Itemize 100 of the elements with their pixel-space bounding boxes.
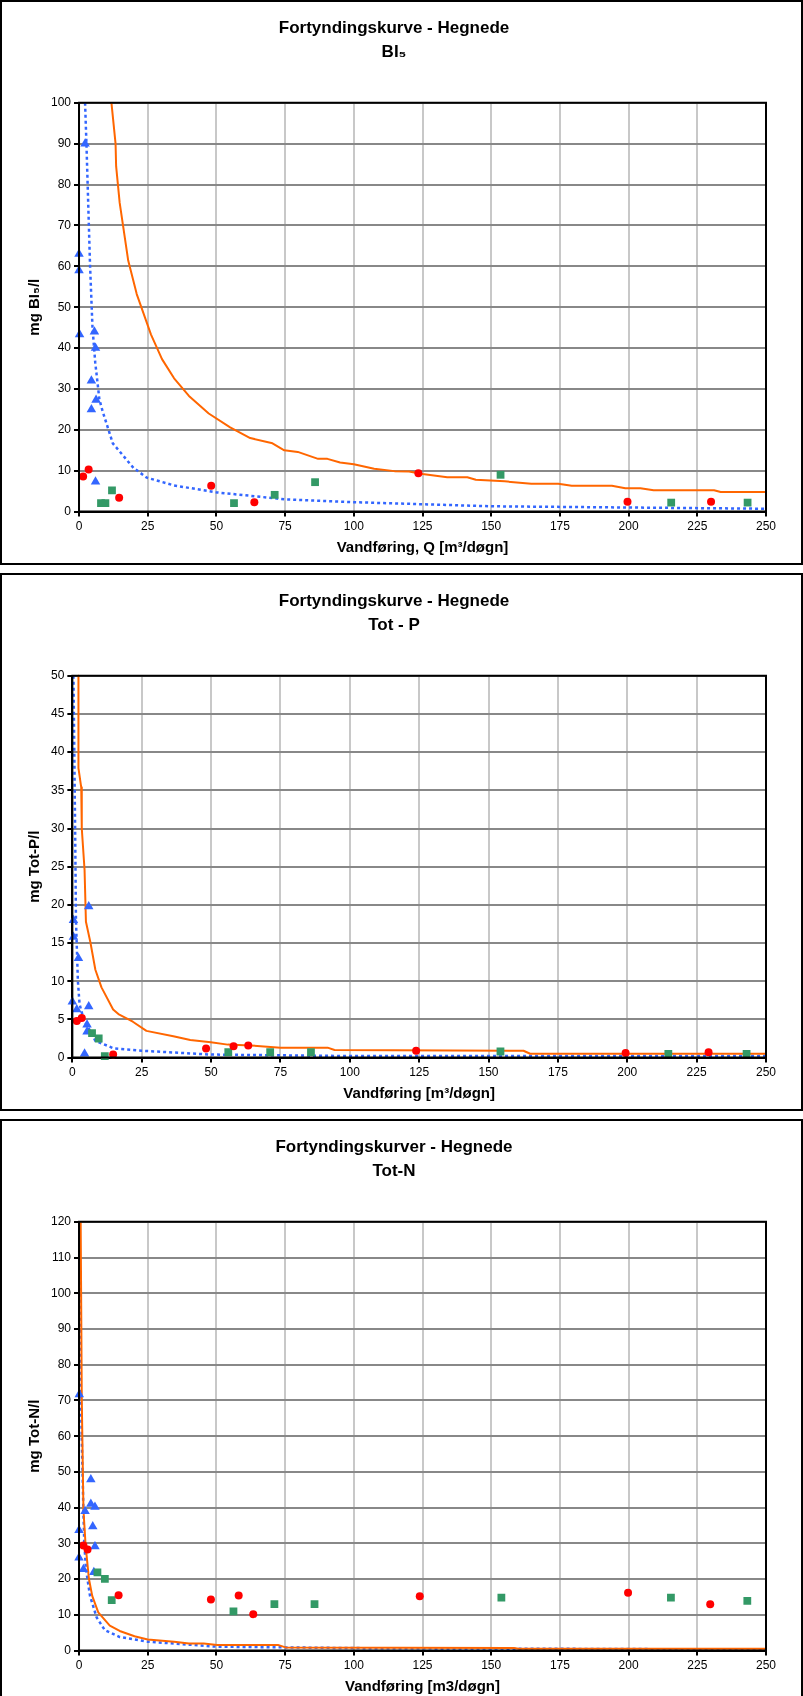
x-tick-label: 25 <box>135 1065 149 1080</box>
point <box>86 375 97 384</box>
y-tick-label: 20 <box>57 422 72 437</box>
y-tick-label: 10 <box>50 973 65 988</box>
point <box>310 1600 319 1609</box>
y-axis-title: mg BI₅/l <box>25 278 43 336</box>
y-tick-label: 110 <box>51 1249 72 1264</box>
y-tick-label: 25 <box>50 859 65 874</box>
y-tick-label: 120 <box>50 1214 72 1229</box>
point <box>90 476 101 485</box>
x-tick-label: 150 <box>481 519 502 534</box>
chart-title: Fortyndingskurve - Hegnede <box>278 590 510 610</box>
x-axis-title: Vandføring [m3/døgn] <box>345 1677 501 1695</box>
x-tick-label: 125 <box>409 1065 430 1080</box>
point <box>80 138 90 147</box>
point <box>88 1521 98 1530</box>
y-tick-label: 45 <box>50 706 65 721</box>
y-tick-label: 80 <box>57 176 72 191</box>
point <box>100 1574 109 1583</box>
y-tick-label: 50 <box>57 299 72 314</box>
point <box>664 1049 673 1058</box>
y-tick-label: 40 <box>57 340 72 355</box>
x-tick-label: 100 <box>339 1065 361 1080</box>
point <box>115 493 124 502</box>
point <box>114 1591 123 1600</box>
point <box>244 1041 253 1050</box>
x-tick-label: 200 <box>618 519 639 534</box>
point <box>90 1541 100 1550</box>
x-tick-label: 0 <box>75 519 83 534</box>
y-tick-label: 50 <box>50 668 65 683</box>
y-tick-label: 30 <box>57 1535 72 1550</box>
point <box>704 1048 713 1057</box>
point <box>89 326 100 335</box>
y-tick-label: 40 <box>50 744 65 759</box>
y-tick-label: 80 <box>57 1357 72 1372</box>
point <box>107 1596 116 1605</box>
y-tick-label: 15 <box>50 935 65 950</box>
point <box>234 1591 243 1600</box>
x-tick-label: 175 <box>549 519 571 534</box>
point <box>83 900 94 910</box>
point <box>84 465 93 474</box>
point <box>706 1600 715 1609</box>
point <box>82 1019 92 1028</box>
point <box>249 1610 258 1619</box>
y-tick-label: 40 <box>57 1499 72 1514</box>
point <box>80 1505 90 1514</box>
x-tick-label: 50 <box>209 1658 224 1673</box>
point <box>743 1597 752 1605</box>
y-tick-label: 0 <box>64 1642 72 1657</box>
point <box>623 497 632 506</box>
point <box>79 1048 90 1057</box>
point <box>83 1000 94 1010</box>
x-tick-label: 225 <box>687 519 708 534</box>
point <box>307 1048 315 1057</box>
y-tick-label: 60 <box>57 258 72 273</box>
x-tick-label: 250 <box>755 1658 777 1673</box>
point <box>270 490 279 499</box>
point <box>414 469 423 478</box>
point <box>707 497 716 506</box>
point <box>415 1592 424 1601</box>
x-tick-label: 25 <box>141 1658 155 1673</box>
x-tick-label: 150 <box>481 1658 502 1673</box>
point <box>88 1029 96 1038</box>
y-tick-label: 30 <box>50 820 65 835</box>
point <box>250 498 259 507</box>
point <box>90 342 101 351</box>
x-tick-label: 175 <box>547 1065 569 1080</box>
point <box>101 499 110 507</box>
chart-title: Fortyndingskurve - Hegnede <box>278 17 510 37</box>
y-tick-label: 10 <box>57 1607 72 1622</box>
y-tick-label: 20 <box>50 897 65 912</box>
point <box>202 1044 211 1053</box>
point <box>224 1048 233 1057</box>
x-tick-label: 125 <box>412 519 433 534</box>
x-tick-label: 200 <box>618 1658 639 1673</box>
x-tick-label: 225 <box>686 1065 707 1080</box>
point <box>229 1607 238 1616</box>
x-tick-label: 175 <box>549 1658 571 1673</box>
point <box>229 1042 238 1051</box>
point <box>206 1595 215 1604</box>
x-tick-label: 25 <box>141 519 155 534</box>
x-tick-label: 125 <box>412 1658 433 1673</box>
y-tick-label: 0 <box>57 1049 65 1064</box>
point <box>207 481 216 490</box>
y-tick-label: 35 <box>50 782 65 797</box>
y-tick-label: 10 <box>57 463 72 478</box>
point <box>667 498 676 507</box>
point <box>86 403 97 413</box>
point <box>90 1501 100 1510</box>
y-tick-label: 70 <box>57 1392 72 1407</box>
y-tick-label: 30 <box>57 381 72 396</box>
point <box>91 394 101 403</box>
x-tick-label: 75 <box>273 1065 288 1080</box>
point <box>621 1049 630 1058</box>
y-tick-label: 60 <box>57 1428 72 1443</box>
chart-subtitle: Tot - P <box>368 615 420 635</box>
chart-subtitle: BI₅ <box>381 42 407 62</box>
point <box>497 1593 506 1602</box>
point <box>86 1473 96 1483</box>
y-axis-title: mg Tot-N/l <box>25 1399 43 1473</box>
